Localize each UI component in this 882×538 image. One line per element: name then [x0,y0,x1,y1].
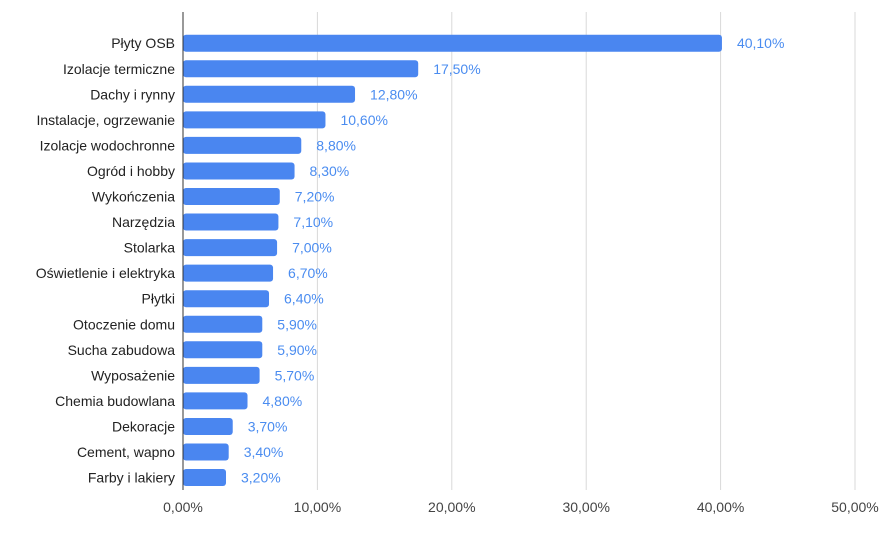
value-label: 5,70% [275,367,315,383]
bar[interactable] [183,469,227,487]
value-label: 7,20% [295,189,335,205]
category-label: Dachy i rynny [90,86,175,102]
category-label: Cement, wapno [77,444,175,460]
value-label: 4,80% [263,393,303,409]
value-label: 3,20% [241,470,281,486]
bar[interactable] [183,290,270,308]
category-label: Izolacje termiczne [63,61,175,77]
value-label: 17,50% [433,61,480,77]
category-label: Wyposażenie [91,367,175,383]
bar[interactable] [183,392,248,410]
x-tick-label: 50,00% [831,499,878,515]
category-label: Dekoracje [112,418,175,434]
category-label: Stolarka [124,240,176,256]
bar[interactable] [183,341,263,359]
bar[interactable] [183,34,722,52]
value-label: 7,00% [292,240,332,256]
bar[interactable] [183,188,280,205]
bar[interactable] [183,264,274,282]
bar[interactable] [183,315,263,333]
category-label: Izolacje wodochronne [40,137,176,153]
bar[interactable] [183,60,419,78]
value-label: 5,90% [277,316,317,332]
bar[interactable] [183,443,229,461]
x-tick-label: 40,00% [697,499,744,515]
value-label: 5,90% [277,342,317,358]
value-label: 8,30% [310,163,350,179]
category-label: Płyty OSB [111,35,175,51]
category-label: Wykończenia [92,189,175,205]
bar[interactable] [183,85,356,103]
category-label: Chemia budowlana [55,393,175,409]
bar[interactable] [183,111,326,129]
category-label: Instalacje, ogrzewanie [36,112,175,128]
bar[interactable] [183,162,295,180]
x-tick-label: 10,00% [294,499,341,515]
bar[interactable] [183,366,260,384]
bar[interactable] [183,239,278,257]
category-label: Oświetlenie i elektryka [36,265,175,281]
value-label: 6,70% [288,265,328,281]
value-label: 40,10% [737,35,784,51]
value-label: 3,70% [248,418,288,434]
bar[interactable] [183,136,302,154]
x-tick-label: 30,00% [562,499,609,515]
value-label: 6,40% [284,291,324,307]
value-label: 10,60% [340,112,387,128]
category-label: Płytki [142,291,175,307]
category-label: Otoczenie domu [73,316,175,332]
x-tick-label: 0,00% [163,499,203,515]
category-label: Narzędzia [112,214,175,230]
category-label: Farby i lakiery [88,470,175,486]
category-label: Sucha zabudowa [68,342,176,358]
x-tick-label: 20,00% [428,499,475,515]
bar[interactable] [183,417,233,435]
value-label: 7,10% [293,214,333,230]
bar[interactable] [183,213,279,231]
value-label: 12,80% [370,86,417,102]
value-label: 3,40% [244,444,284,460]
category-label: Ogród i hobby [87,163,175,179]
value-label: 8,80% [316,137,356,153]
